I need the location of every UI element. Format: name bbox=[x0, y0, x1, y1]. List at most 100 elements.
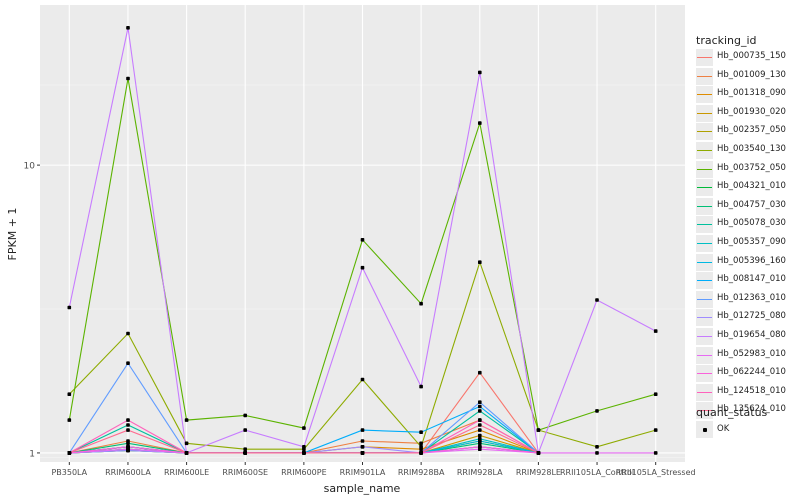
quant-status-label: OK bbox=[717, 424, 730, 434]
data-point bbox=[478, 418, 482, 422]
legend-label: Hb_001009_130 bbox=[717, 69, 786, 80]
data-point bbox=[302, 426, 306, 430]
legend-label: Hb_002357_050 bbox=[717, 125, 786, 136]
legend-line-swatch bbox=[697, 112, 712, 114]
legend-key bbox=[696, 141, 713, 159]
data-point bbox=[478, 404, 482, 409]
x-tick-label: RRIM600PE bbox=[281, 468, 327, 477]
quant-status-key bbox=[696, 421, 713, 438]
legend-key bbox=[696, 290, 713, 308]
legend-line-swatch bbox=[697, 317, 712, 319]
legend-item: Hb_000735_150 bbox=[696, 49, 796, 68]
legend-label: Hb_001318_090 bbox=[717, 88, 786, 99]
data-point bbox=[595, 409, 599, 413]
data-point bbox=[302, 451, 306, 455]
y-axis-title: FPKM + 1 bbox=[6, 208, 19, 261]
data-point bbox=[243, 428, 247, 432]
y-axis: 1 10 bbox=[24, 162, 40, 459]
data-point bbox=[478, 423, 482, 427]
data-point bbox=[478, 428, 482, 432]
legend-key bbox=[696, 346, 713, 364]
legend-label: Hb_003752_050 bbox=[717, 162, 786, 173]
legend-key bbox=[696, 160, 713, 178]
data-point bbox=[360, 238, 365, 242]
data-point bbox=[419, 430, 423, 434]
x-tick-label: RRIM600LA bbox=[105, 468, 151, 477]
legend-line-swatch bbox=[697, 242, 712, 244]
data-point bbox=[184, 451, 189, 455]
legend-item: Hb_012363_010 bbox=[696, 290, 796, 310]
legend-key bbox=[696, 49, 713, 66]
legend-line-swatch bbox=[697, 205, 712, 207]
legend-line-swatch bbox=[697, 335, 712, 337]
x-tick-label: RRIM928BA bbox=[398, 468, 445, 477]
legend-item: Hb_124518_010 bbox=[696, 383, 796, 403]
legend-title: tracking_id bbox=[696, 34, 757, 47]
data-point bbox=[67, 418, 72, 422]
data-point bbox=[478, 433, 482, 438]
data-point bbox=[419, 301, 423, 306]
data-point bbox=[536, 451, 541, 455]
legend-key bbox=[696, 365, 713, 383]
legend-line-swatch bbox=[697, 57, 712, 58]
data-point bbox=[126, 361, 130, 365]
data-point bbox=[595, 298, 599, 302]
data-point bbox=[67, 392, 72, 396]
legend-label: Hb_052983_010 bbox=[717, 348, 786, 359]
quant-status-point-icon bbox=[702, 427, 707, 432]
legend-key bbox=[696, 216, 713, 234]
legend-line-swatch bbox=[697, 224, 712, 226]
legend-line-swatch bbox=[697, 391, 712, 393]
legend-line-swatch bbox=[697, 280, 712, 282]
data-point bbox=[653, 451, 658, 455]
data-point bbox=[595, 451, 599, 455]
grid bbox=[40, 5, 685, 462]
data-point bbox=[478, 370, 482, 375]
data-point bbox=[67, 451, 72, 455]
legend-item: Hb_003752_050 bbox=[696, 160, 796, 180]
data-point bbox=[126, 331, 130, 336]
x-tick-label: RRIM928LE bbox=[516, 468, 561, 477]
legend-key bbox=[696, 383, 713, 401]
quant-status-legend-title: quant_status bbox=[696, 406, 768, 419]
data-point bbox=[653, 428, 658, 432]
legend-item: Hb_001318_090 bbox=[696, 86, 796, 105]
data-point bbox=[360, 428, 365, 432]
legend-item: Hb_019654_080 bbox=[696, 327, 796, 347]
y-tick-label: 1 bbox=[29, 449, 35, 459]
y-tick-label: 10 bbox=[24, 162, 36, 172]
data-point bbox=[302, 445, 306, 449]
legend-line-swatch bbox=[697, 187, 712, 189]
legend-line-swatch bbox=[697, 261, 712, 263]
legend-line-swatch bbox=[697, 75, 712, 77]
x-tick-label: RRIM600SE bbox=[222, 468, 268, 477]
legend-item: Hb_052983_010 bbox=[696, 346, 796, 366]
data-point bbox=[243, 447, 247, 451]
data-point bbox=[126, 441, 130, 446]
legend-label: Hb_124518_010 bbox=[717, 385, 786, 396]
data-point bbox=[419, 451, 423, 455]
legend-key bbox=[696, 327, 713, 345]
data-point bbox=[243, 413, 247, 418]
legend-label: Hb_008147_010 bbox=[717, 274, 786, 285]
legend-line-swatch bbox=[697, 298, 712, 300]
legend-key bbox=[696, 123, 713, 141]
legend-line-swatch bbox=[697, 168, 712, 170]
data-point bbox=[536, 428, 541, 432]
legend-label: Hb_003540_130 bbox=[717, 143, 786, 154]
x-tick-label: RRII105LA_Stressed bbox=[616, 468, 696, 477]
legend-label: Hb_012363_010 bbox=[717, 292, 786, 303]
legend-item: Hb_135624_010 bbox=[696, 402, 796, 421]
legend-label: Hb_001930_020 bbox=[717, 106, 786, 117]
data-point bbox=[126, 423, 130, 427]
legend-line-swatch bbox=[697, 373, 712, 375]
x-tick-label: RRIM600LE bbox=[164, 468, 209, 477]
data-point bbox=[478, 409, 482, 413]
data-point bbox=[653, 329, 658, 333]
legend-item: Hb_001930_020 bbox=[696, 104, 796, 124]
data-point bbox=[419, 445, 423, 449]
x-axis: PB350LA RRIM600LA RRIM600LE RRIM600SE RRIM60… bbox=[51, 462, 696, 477]
legend-item: Hb_062244_010 bbox=[696, 365, 796, 384]
x-tick-label: RRIM928LA bbox=[457, 468, 503, 477]
